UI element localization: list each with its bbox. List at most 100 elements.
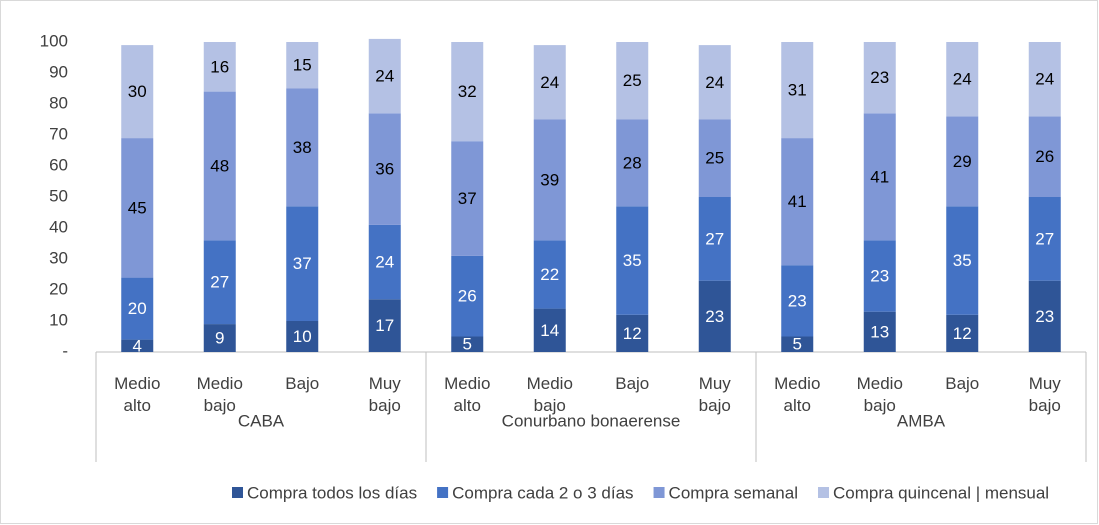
bar-segment [781, 336, 814, 352]
y-tick-label: 40 [49, 217, 68, 236]
bar-segment [451, 42, 484, 142]
data-label: 24 [375, 253, 394, 272]
legend-swatch [232, 487, 243, 498]
x-tick-label: Medio alto [444, 374, 490, 415]
data-label: 36 [375, 160, 394, 179]
x-tick-line: Medio [774, 374, 820, 393]
data-label: 41 [788, 192, 807, 211]
x-tick-label: Bajo [615, 374, 649, 393]
x-tick-line: alto [124, 396, 151, 415]
data-label: 27 [1035, 229, 1054, 248]
x-tick-label: Medio bajo [857, 374, 903, 415]
y-tick-label: 60 [49, 155, 68, 174]
bar-segment [616, 206, 649, 315]
x-tick-line: bajo [204, 396, 236, 415]
legend-label: Compra semanal [669, 483, 798, 502]
data-label: 27 [210, 273, 229, 292]
bar-segment [863, 42, 896, 114]
data-label: 16 [210, 57, 229, 76]
bar-segment [203, 42, 236, 92]
data-label: 45 [128, 198, 147, 217]
bar-segment [863, 311, 896, 352]
data-label: 30 [128, 82, 147, 101]
data-label: 24 [705, 73, 724, 92]
bar-segment [451, 336, 484, 352]
bar-segment [616, 42, 649, 120]
x-tick-line: Medio [114, 374, 160, 393]
legend-label: Compra todos los días [247, 483, 417, 502]
bar-segment [368, 224, 401, 300]
bar-segment [533, 240, 566, 309]
data-label: 4 [133, 336, 142, 355]
x-tick-label: Medio bajo [197, 374, 243, 415]
data-label: 35 [623, 251, 642, 270]
bar-segment [203, 91, 236, 241]
data-label: 5 [463, 335, 472, 354]
data-label: 23 [870, 267, 889, 286]
bar-segment [781, 42, 814, 139]
bar-segment [698, 197, 731, 281]
bar-segment [368, 299, 401, 352]
data-label: 24 [540, 73, 559, 92]
bar-segment [946, 116, 979, 207]
bar-segment [781, 265, 814, 337]
data-label: 9 [215, 329, 224, 348]
data-label: 28 [623, 153, 642, 172]
legend-label: Compra cada 2 o 3 días [452, 483, 633, 502]
data-label: 26 [458, 287, 477, 306]
x-tick-label: Bajo [945, 374, 979, 393]
data-label: 25 [705, 149, 724, 168]
bar-segment [121, 277, 154, 340]
bar-segment [946, 206, 979, 315]
data-label: 14 [540, 321, 559, 340]
data-label: 41 [870, 167, 889, 186]
data-label: 23 [1035, 307, 1054, 326]
data-label: 39 [540, 170, 559, 189]
bar-segment [698, 280, 731, 352]
x-tick-label: Bajo [285, 374, 319, 393]
bar-segment [698, 119, 731, 197]
x-tick-line: bajo [534, 396, 566, 415]
x-tick-line: bajo [369, 396, 401, 415]
bar-segment [286, 42, 319, 89]
data-label: 26 [1035, 147, 1054, 166]
data-label: 24 [375, 67, 394, 86]
data-label: 13 [870, 322, 889, 341]
y-tick-label: 10 [49, 310, 68, 329]
data-label: 29 [953, 152, 972, 171]
bar-segment [286, 321, 319, 352]
x-tick-line: Bajo [285, 374, 319, 393]
x-tick-line: alto [454, 396, 481, 415]
x-tick-line: Medio [197, 374, 243, 393]
y-tick-label: - [62, 341, 68, 360]
bar-segment [1028, 197, 1061, 281]
data-label: 35 [953, 251, 972, 270]
y-tick-label: 80 [49, 93, 68, 112]
group-label: Conurbano bonaerense [502, 411, 681, 430]
data-label: 20 [128, 299, 147, 318]
legend-label: Compra quincenal | mensual [833, 483, 1049, 502]
bar-segment [121, 138, 154, 278]
group-label: AMBA [897, 411, 946, 430]
x-tick-label: Muy bajo [369, 374, 402, 415]
x-tick-line: Bajo [945, 374, 979, 393]
bar-segment [286, 88, 319, 207]
bar-segment [203, 324, 236, 352]
data-label: 37 [293, 254, 312, 273]
bar-segment [781, 138, 814, 266]
data-label: 12 [953, 324, 972, 343]
legend-swatch [437, 487, 449, 498]
bar-segment [946, 42, 979, 117]
bar-segment [533, 45, 566, 120]
bar-segment [533, 308, 566, 352]
bar-segment [616, 314, 649, 352]
data-label: 38 [293, 138, 312, 157]
y-tick-label: 100 [40, 31, 68, 50]
x-tick-label: Muy bajo [699, 374, 732, 415]
data-label: 37 [458, 189, 477, 208]
x-tick-line: bajo [864, 396, 896, 415]
x-tick-line: Muy [1029, 374, 1062, 393]
data-label: 22 [540, 265, 559, 284]
data-label: 31 [788, 81, 807, 100]
